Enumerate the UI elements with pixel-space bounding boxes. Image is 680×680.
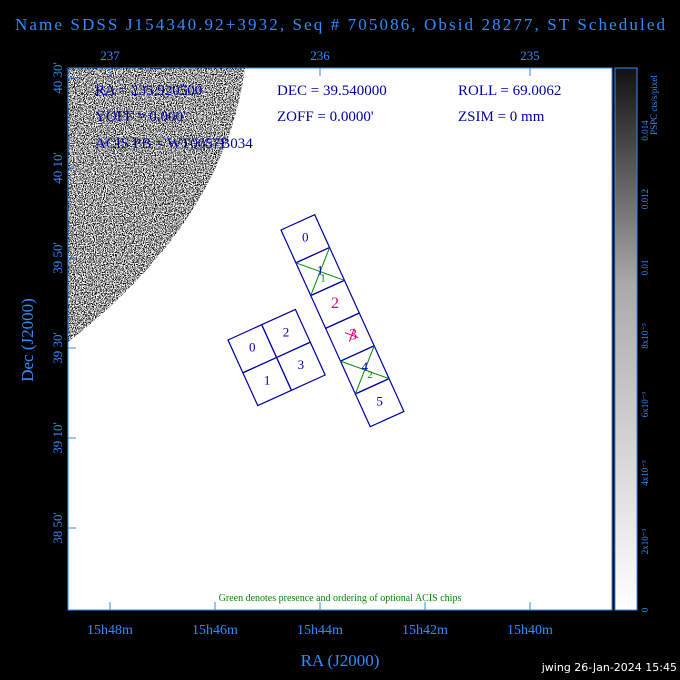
y-axis-title: Dec (J2000)	[18, 298, 37, 382]
x-axis-title: RA (J2000)	[301, 651, 380, 670]
footer: jwing 26-Jan-2024 15:45	[541, 661, 677, 674]
info-dec: DEC = 39.540000	[277, 83, 387, 99]
info-zoff: ZOFF = 0.0000'	[277, 109, 374, 125]
chip-label: 2	[331, 295, 339, 312]
info-roll: ROLL = 69.0062	[458, 83, 561, 99]
chip-label: 3	[349, 326, 357, 343]
left-tick-label: 39 50'	[50, 242, 65, 274]
aimpoint	[344, 328, 359, 342]
info-acis-pb: ACIS PB = WT0057B034	[95, 136, 253, 152]
bottom-tick-label: 15h46m	[192, 623, 238, 638]
bottom-tick-label: 15h44m	[297, 623, 343, 638]
chip-label: 2	[283, 324, 290, 339]
bottom-tick-label: 15h48m	[87, 623, 133, 638]
chip-label: 1	[264, 373, 271, 388]
colorbar-label: 4x10⁻³	[640, 460, 650, 486]
colorbar-label: 0	[640, 607, 650, 612]
left-tick-label: 39 30'	[50, 332, 65, 364]
colorbar-label: 8x10⁻³	[640, 323, 650, 349]
top-tick-label: 236	[310, 48, 330, 63]
colorbar-title: PSPC cts/s/pixel	[649, 75, 659, 135]
chip	[354, 377, 405, 428]
colorbar-labels: 0 2x10⁻³ 4x10⁻³ 6x10⁻³ 8x10⁻³ 0.01 0.012 0.014	[640, 120, 650, 612]
info-zsim: ZSIM = 0 mm	[458, 109, 545, 125]
chip-label: 0	[302, 230, 309, 245]
info-ra: RA = 235.920500	[95, 83, 202, 99]
acis-s-array: 0 1 2 3 4 5 1 2	[280, 213, 405, 428]
chip-label: 3	[298, 357, 305, 372]
left-tick-label: 40 30'	[50, 62, 65, 94]
chip-label: 0	[249, 340, 256, 355]
colorbar	[614, 67, 638, 611]
colorbar-label: 0.012	[640, 189, 650, 209]
colorbar-label: 0.014	[640, 120, 650, 141]
left-tick-label: 40 10'	[50, 152, 65, 184]
chip-label: 1	[317, 263, 324, 278]
bottom-tick-label: 15h42m	[402, 623, 448, 638]
acis-i-array: 0 2 1 3	[227, 308, 326, 407]
chip-label: 4	[362, 359, 369, 374]
left-tick-label: 39 10'	[50, 422, 65, 454]
note: Green denotes presence and ordering of o…	[219, 593, 462, 604]
optional-order: 2	[367, 369, 373, 381]
chip	[275, 341, 326, 392]
top-tick-label: 237	[100, 48, 120, 63]
chip-label: 5	[376, 394, 383, 409]
bottom-tick-label: 15h40m	[507, 623, 553, 638]
top-tick-label: 235	[520, 48, 540, 63]
colorbar-label: 2x10⁻³	[640, 528, 650, 554]
optional-chip-cross	[295, 247, 390, 395]
left-tick-label: 38 50'	[50, 512, 65, 544]
colorbar-label: 0.01	[640, 260, 650, 276]
colorbar-label: 6x10⁻³	[640, 391, 650, 417]
info-yoff: YOFF = 0.000'	[95, 109, 186, 125]
optional-order: 1	[320, 273, 326, 285]
